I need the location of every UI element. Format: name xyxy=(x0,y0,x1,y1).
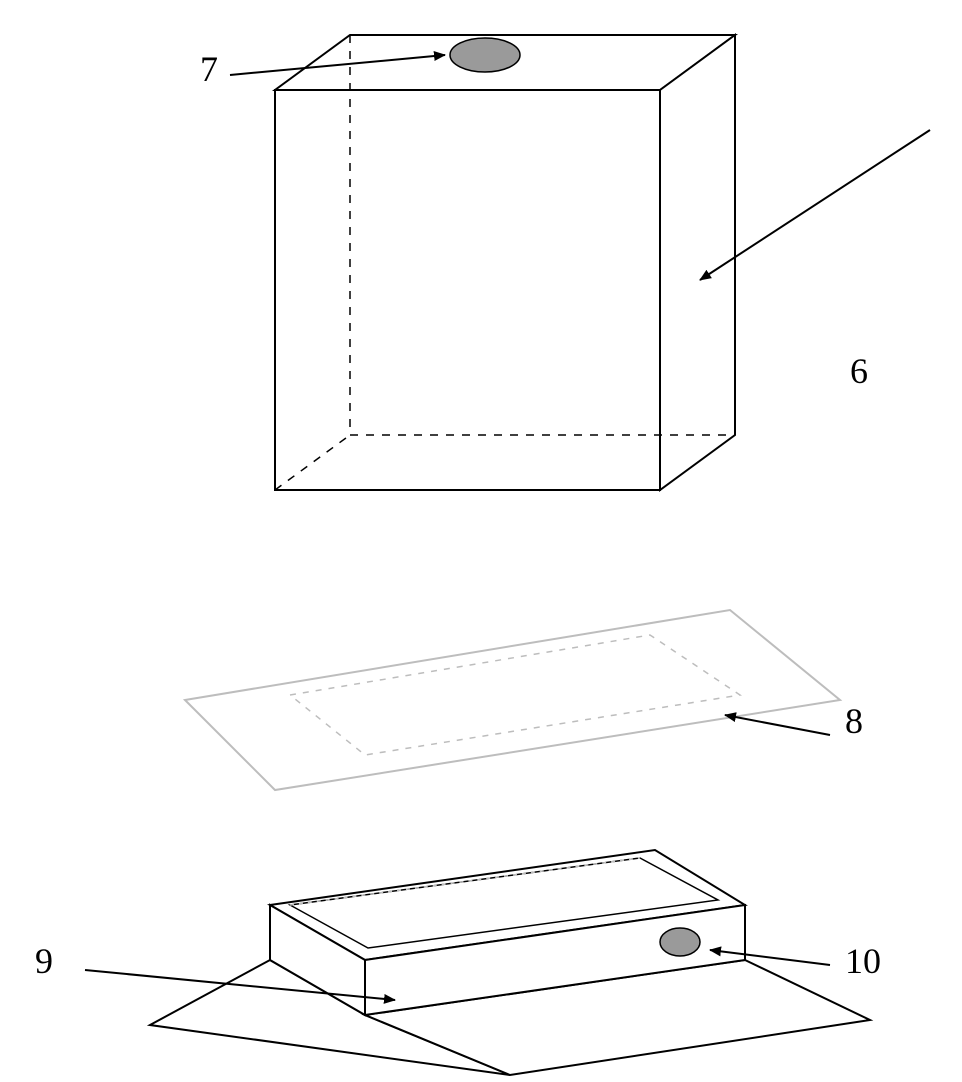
label-7: 7 xyxy=(200,48,218,90)
box-group xyxy=(275,35,735,490)
sheet-group xyxy=(185,610,840,790)
label-6: 6 xyxy=(850,350,868,392)
sheet-inner xyxy=(290,635,740,755)
tray-group xyxy=(150,850,870,1075)
sheet-outer xyxy=(185,610,840,790)
tray-ellipse xyxy=(660,928,700,956)
label-9: 9 xyxy=(35,940,53,982)
arrow-8 xyxy=(725,715,830,735)
diagram-canvas xyxy=(0,0,962,1082)
label-10: 10 xyxy=(845,940,881,982)
box-top-ellipse xyxy=(450,38,520,72)
label-8: 8 xyxy=(845,700,863,742)
box-front-face xyxy=(275,90,660,490)
box-right-face xyxy=(660,35,735,490)
